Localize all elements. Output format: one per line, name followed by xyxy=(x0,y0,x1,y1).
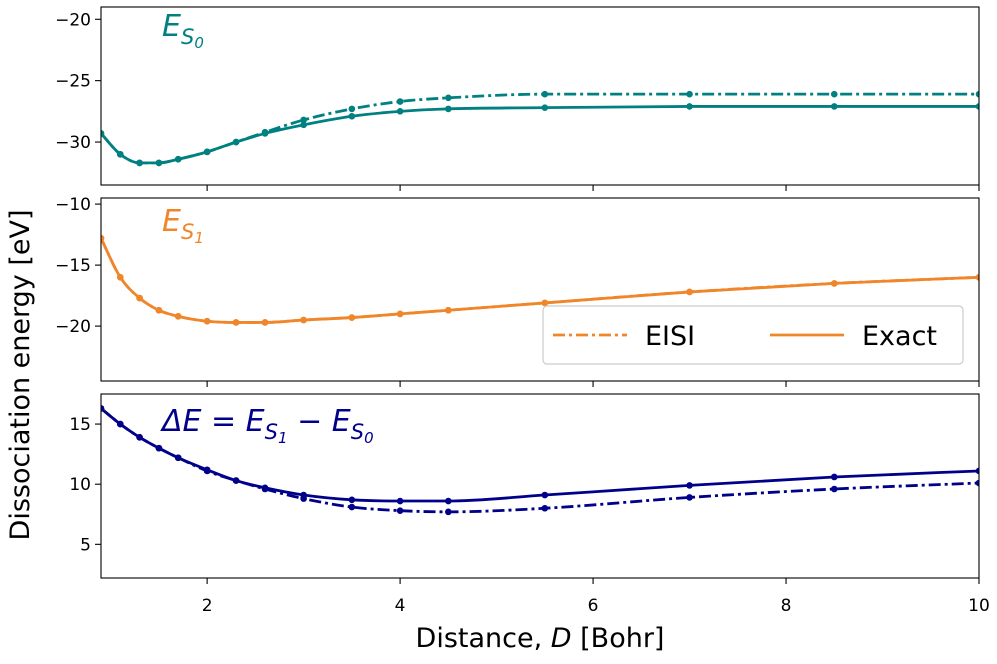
data-point xyxy=(830,90,838,98)
data-point xyxy=(348,503,356,511)
data-point xyxy=(975,479,979,487)
y-tick-label: −25 xyxy=(55,72,91,92)
y-tick-label: −20 xyxy=(55,317,91,337)
data-point xyxy=(686,90,693,98)
data-point xyxy=(830,485,838,493)
data-point xyxy=(203,317,211,325)
data-point xyxy=(396,108,404,115)
y-tick-label: −10 xyxy=(55,195,91,215)
data-point xyxy=(396,310,404,318)
data-point xyxy=(300,316,307,324)
data-point xyxy=(830,473,838,481)
data-point xyxy=(232,138,240,146)
data-point xyxy=(445,508,452,516)
data-point xyxy=(155,306,163,314)
data-point xyxy=(348,105,356,113)
data-point xyxy=(300,121,307,129)
data-point xyxy=(117,274,124,281)
data-point xyxy=(396,507,404,514)
data-point xyxy=(686,103,693,110)
series-line-eisi xyxy=(101,92,979,165)
y-axis-label: Dissociation energy [eV] xyxy=(5,210,36,541)
data-point xyxy=(232,319,240,326)
data-point xyxy=(203,466,211,474)
x-axis: 2 4 6 8 10 xyxy=(202,596,990,616)
data-point xyxy=(445,94,452,102)
series-group xyxy=(101,234,979,326)
y-tick-label: −30 xyxy=(55,133,91,153)
data-point xyxy=(975,90,979,98)
data-point xyxy=(174,313,182,320)
data-point xyxy=(348,314,356,321)
data-point xyxy=(136,433,143,441)
data-point xyxy=(101,405,105,412)
axes-frame xyxy=(100,393,980,579)
panel-label-delta: ΔE = ES1 − ES0 xyxy=(160,404,374,447)
data-point xyxy=(396,98,404,105)
y-tick-label: 5 xyxy=(80,535,91,555)
data-point xyxy=(155,444,163,452)
data-point xyxy=(686,494,693,501)
data-point xyxy=(975,274,979,281)
data-point xyxy=(203,148,211,156)
data-point xyxy=(830,280,838,287)
data-point xyxy=(261,319,269,326)
data-point xyxy=(101,234,105,242)
axes-frame xyxy=(100,6,980,186)
data-point xyxy=(261,484,269,492)
legend-exact-label: Exact xyxy=(862,321,937,352)
data-point xyxy=(830,103,838,110)
data-point xyxy=(117,151,124,158)
x-tick-label: 10 xyxy=(968,596,990,616)
data-point xyxy=(541,504,549,512)
data-point xyxy=(686,482,693,489)
data-point xyxy=(445,306,452,314)
legend-eisi-label: EISI xyxy=(645,321,695,352)
data-point xyxy=(541,491,549,499)
data-point xyxy=(261,130,269,137)
data-point xyxy=(396,497,404,505)
data-point xyxy=(975,103,979,110)
y-tick-label: 15 xyxy=(69,415,91,435)
data-point xyxy=(445,105,452,113)
data-point xyxy=(300,491,307,499)
panel-label-s0: ES0 xyxy=(162,9,204,52)
legend-frame xyxy=(542,305,964,365)
data-point xyxy=(348,112,356,120)
panel-s0: −30 −25 −20 xyxy=(55,6,980,191)
data-point xyxy=(686,288,693,296)
y-tick-label: 10 xyxy=(69,475,91,495)
data-point xyxy=(136,294,143,302)
data-point xyxy=(348,496,356,504)
data-point xyxy=(232,477,240,484)
legend: EISI Exact xyxy=(542,305,964,365)
x-tick-label: 4 xyxy=(395,596,406,616)
data-point xyxy=(300,116,307,124)
panel-delta: 5 10 15 xyxy=(69,393,980,584)
x-axis-label: Distance, D [Bohr] xyxy=(416,623,665,654)
data-point xyxy=(541,299,549,307)
axes-frame xyxy=(100,197,980,382)
data-point xyxy=(541,104,549,111)
data-point xyxy=(136,159,143,167)
data-point xyxy=(155,159,163,167)
y-tick-label: −20 xyxy=(55,10,91,30)
panel-s1: −20 −15 −10 xyxy=(55,195,980,387)
series-line-eisi xyxy=(101,407,979,514)
series-group xyxy=(101,90,979,167)
data-point xyxy=(174,454,182,462)
data-point xyxy=(541,90,549,98)
data-point xyxy=(445,497,452,505)
x-tick-label: 6 xyxy=(588,596,599,616)
data-point xyxy=(101,130,105,137)
panel-label-s1: ES1 xyxy=(162,204,204,247)
x-tick-label: 2 xyxy=(202,596,213,616)
series-group xyxy=(101,405,979,516)
data-point xyxy=(174,155,182,163)
y-tick-label: −15 xyxy=(55,256,91,276)
x-tick-label: 8 xyxy=(781,596,792,616)
data-point xyxy=(975,467,979,475)
data-point xyxy=(117,420,124,428)
